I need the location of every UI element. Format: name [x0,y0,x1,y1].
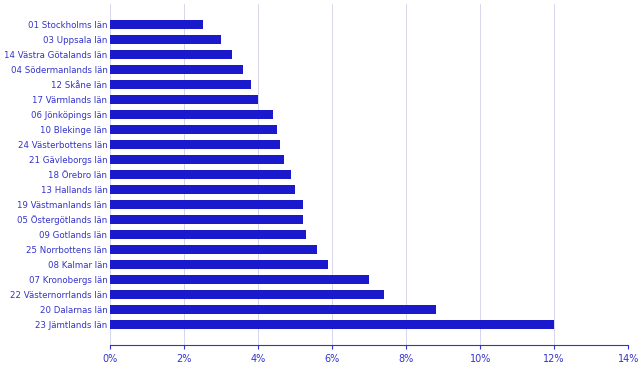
Bar [110,110,273,119]
Bar [110,319,554,329]
Bar [110,259,329,269]
Bar [110,230,306,239]
Bar [110,125,276,134]
Bar [110,95,258,105]
Bar [110,290,384,299]
Bar [110,275,369,284]
Bar [110,35,221,45]
Bar [110,65,244,74]
Bar [110,245,318,254]
Bar [110,79,251,89]
Bar [110,305,436,314]
Bar [110,20,203,29]
Bar [110,185,295,194]
Bar [110,50,232,59]
Bar [110,139,280,149]
Bar [110,215,303,224]
Bar [110,199,303,209]
Bar [110,170,291,179]
Bar [110,155,284,164]
